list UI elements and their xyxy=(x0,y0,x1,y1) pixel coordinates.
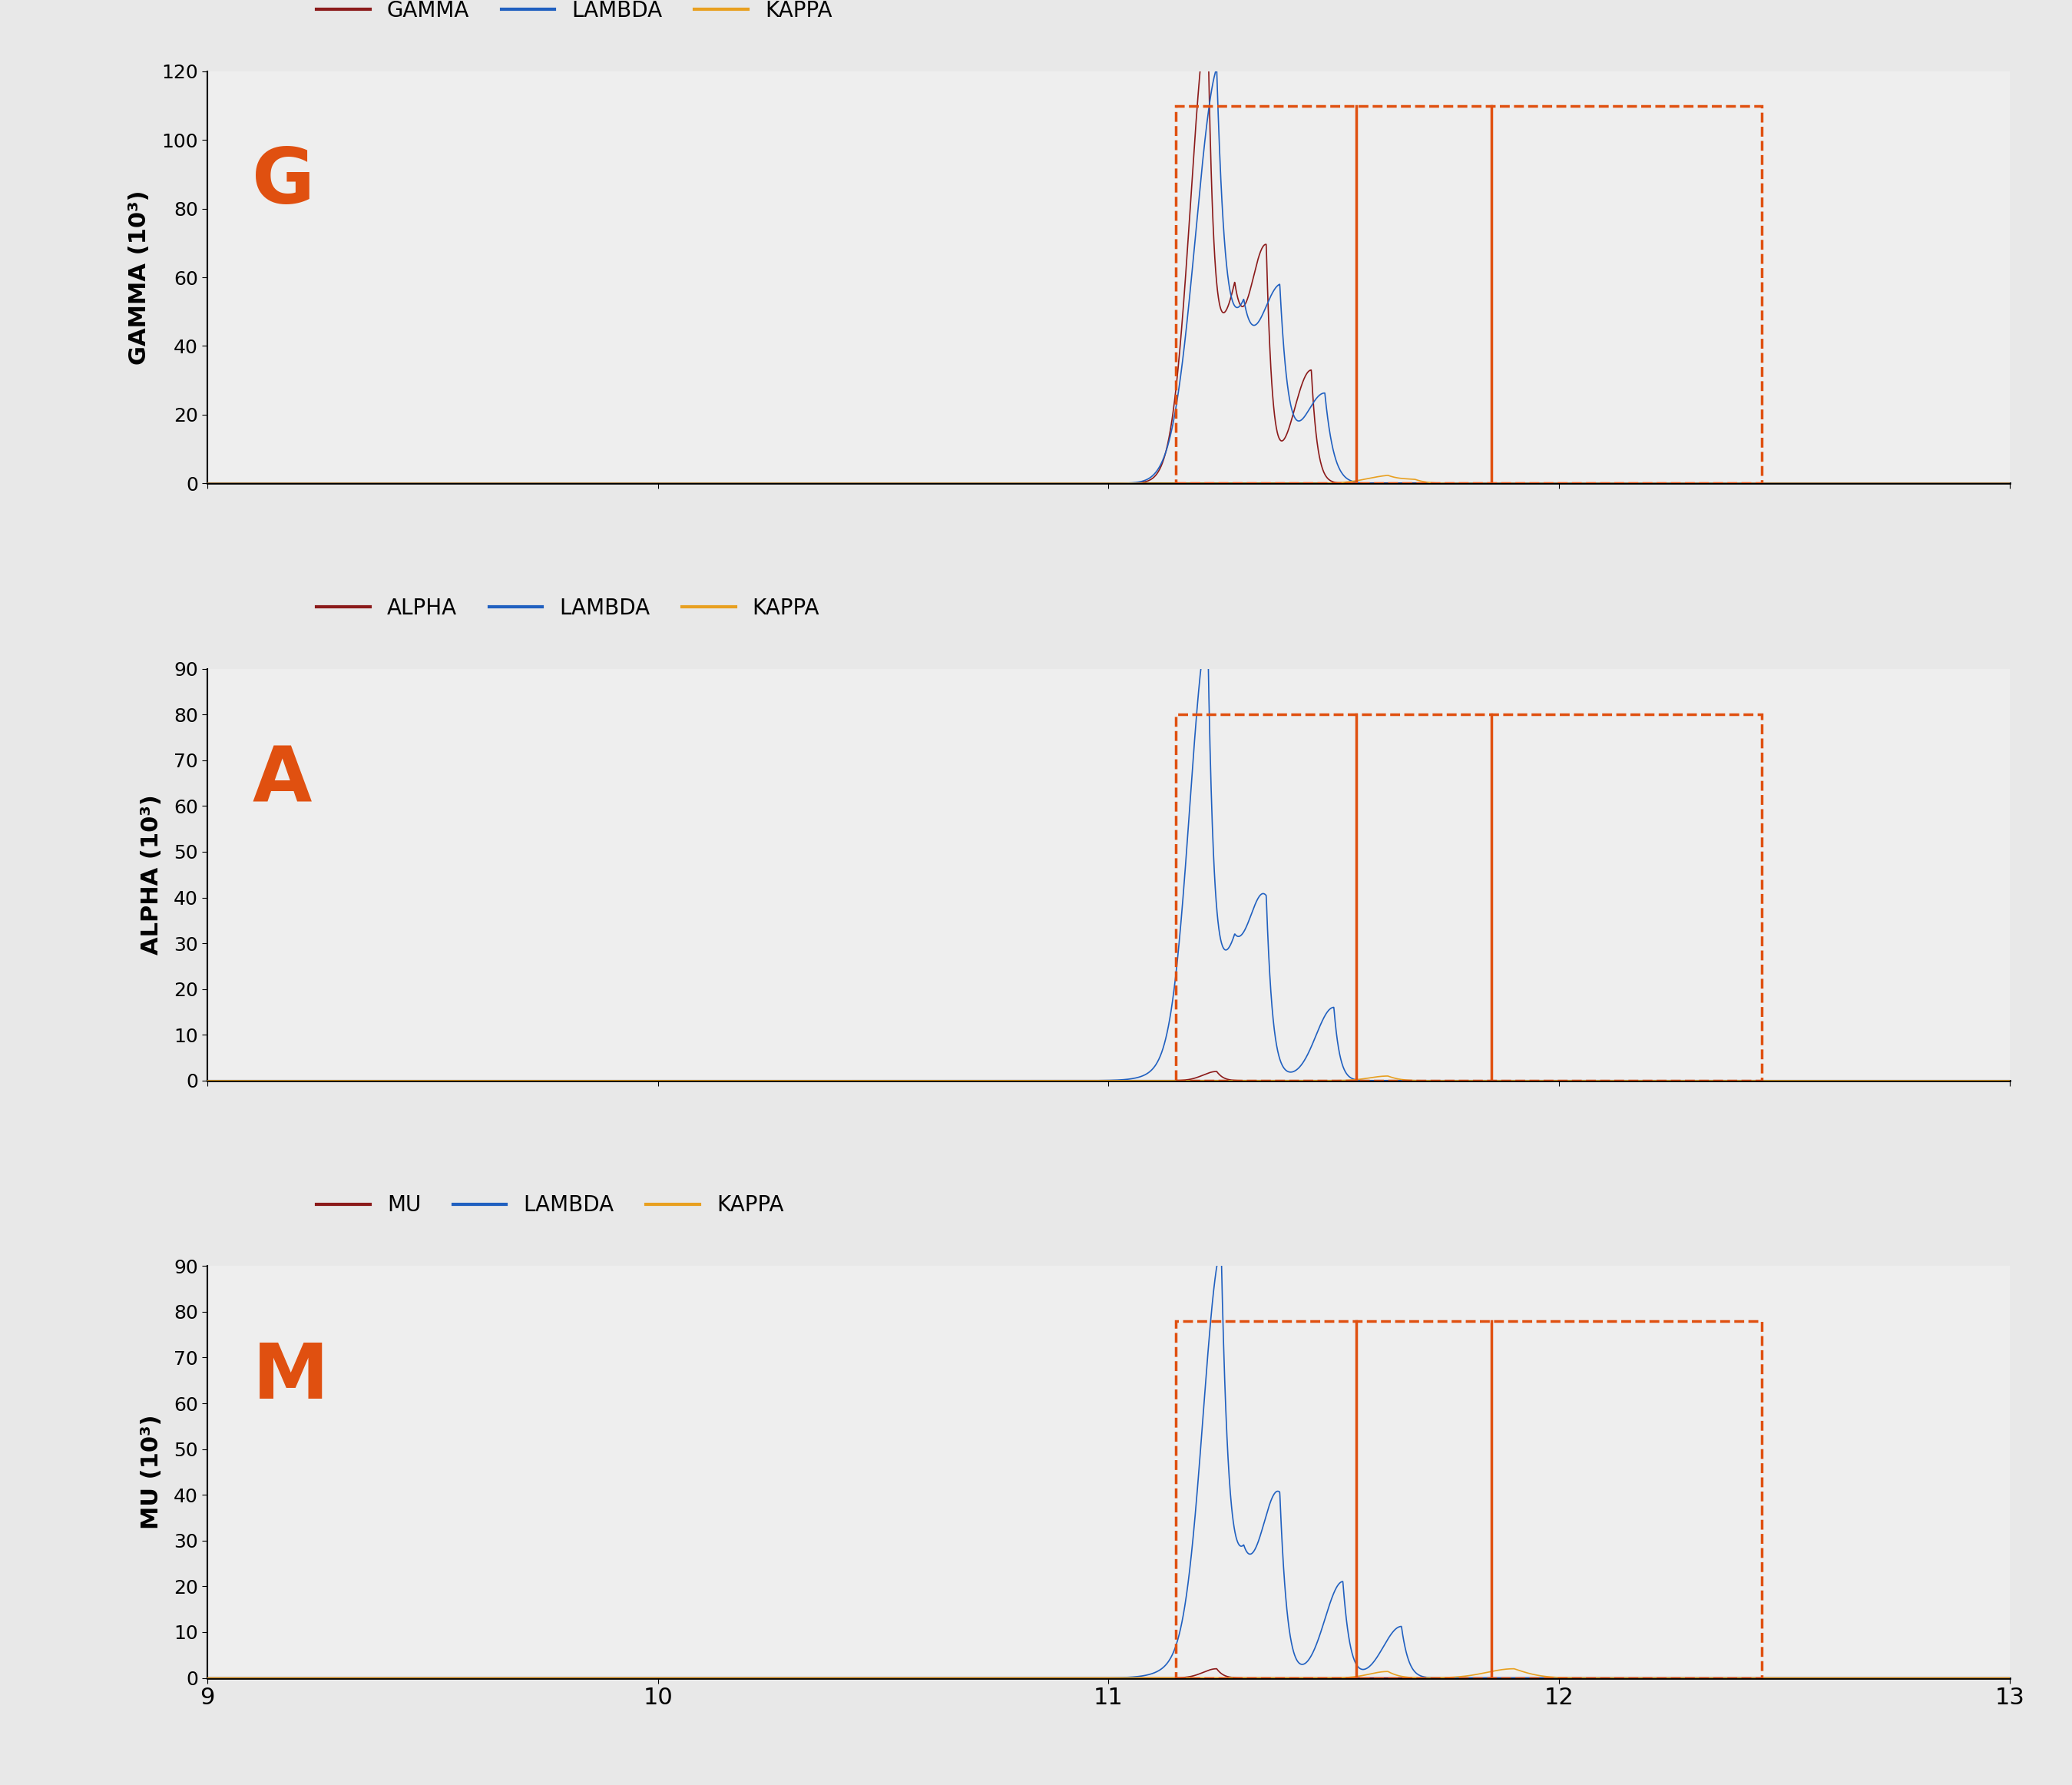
Text: G: G xyxy=(253,146,315,220)
Y-axis label: GAMMA (10³): GAMMA (10³) xyxy=(128,189,151,364)
Text: A: A xyxy=(253,743,311,818)
Legend: GAMMA, LAMBDA, KAPPA: GAMMA, LAMBDA, KAPPA xyxy=(309,0,841,30)
Legend: ALPHA, LAMBDA, KAPPA: ALPHA, LAMBDA, KAPPA xyxy=(309,589,829,627)
Y-axis label: MU (10³): MU (10³) xyxy=(141,1414,164,1530)
Text: M: M xyxy=(253,1341,329,1416)
Legend: MU, LAMBDA, KAPPA: MU, LAMBDA, KAPPA xyxy=(309,1185,792,1225)
Y-axis label: ALPHA (10³): ALPHA (10³) xyxy=(141,794,164,955)
